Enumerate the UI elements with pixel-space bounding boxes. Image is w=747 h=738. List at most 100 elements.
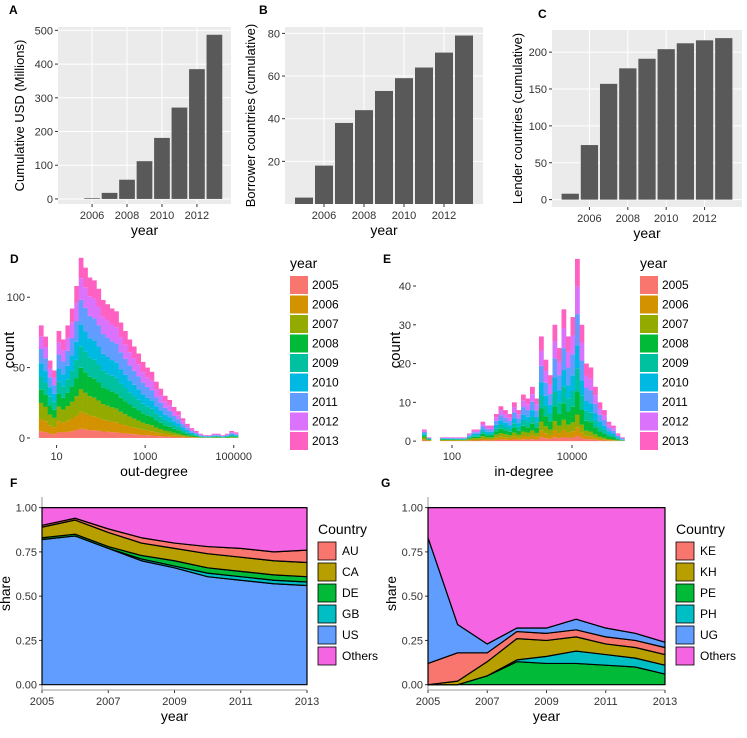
legend-label-2009: 2009	[312, 356, 339, 370]
hist-bin-28-2008	[548, 421, 553, 430]
hist-bin-27-2006	[543, 433, 549, 439]
hist-bin-39-2012	[597, 408, 603, 415]
hist-bin-18-2010	[118, 369, 124, 384]
hist-bin-28-2007	[162, 430, 168, 435]
hist-bin-13-2009	[480, 431, 486, 434]
hist-bin-4-2005	[56, 432, 62, 438]
hist-bin-43-2010	[229, 434, 235, 436]
hist-bin-6-2007	[65, 406, 71, 421]
legend-swatch-2007	[290, 315, 308, 333]
hist-bin-17-2005	[114, 432, 119, 438]
hist-bin-36-2007	[584, 430, 589, 436]
hist-bin-28-2007	[548, 429, 553, 435]
hist-bin-5-2011	[444, 438, 450, 439]
hist-bin-14-2005	[485, 440, 490, 442]
hist-bin-36-2009	[198, 436, 204, 437]
hist-bin-35-2009	[193, 435, 199, 437]
legend-title: year	[290, 255, 318, 271]
hist-bin-18-2010	[503, 422, 508, 427]
hist-bin-0-2005	[38, 431, 44, 438]
x-tick-label: 1000	[133, 451, 157, 463]
bar-2009	[375, 90, 393, 204]
hist-bin-15-2010	[105, 356, 111, 374]
hist-bin-9-2011	[462, 438, 468, 439]
hist-bin-1-2007	[426, 439, 432, 441]
hist-bin-15-2008	[105, 389, 111, 406]
hist-bin-24-2009	[530, 416, 535, 424]
hist-bin-20-2013	[512, 402, 517, 408]
legend-swatch-2013	[290, 432, 308, 450]
hist-bin-34-2006	[575, 427, 580, 436]
hist-bin-20-2007	[127, 416, 133, 427]
hist-bin-20-2010	[512, 418, 517, 424]
hist-bin-2-2007	[47, 414, 53, 426]
hist-bin-31-2009	[561, 386, 567, 404]
hist-bin-18-2005	[503, 439, 508, 442]
hist-bin-6-2010	[65, 365, 71, 380]
hist-bin-11-2007	[87, 396, 93, 416]
hist-bin-18-2013	[118, 322, 124, 338]
hist-bin-19-2008	[123, 401, 128, 415]
hist-bin-7-2011	[453, 438, 459, 439]
hist-bin-36-2010	[198, 435, 204, 437]
hist-bin-22-2007	[521, 431, 526, 436]
hist-bin-27-2005	[158, 436, 164, 438]
hist-bin-36-2012	[198, 434, 204, 436]
hist-bin-16-2007	[109, 407, 115, 422]
hist-bin-33-2011	[185, 428, 190, 431]
x-tick-label: 2008	[352, 210, 376, 222]
hist-bin-17-2013	[114, 311, 119, 328]
y-tick-label: 0.00	[402, 680, 423, 692]
hist-bin-29-2013	[167, 399, 173, 406]
hist-bin-12-2007	[92, 397, 97, 417]
y-tick-label: 400	[35, 59, 53, 71]
hist-bin-34-2013	[575, 258, 580, 287]
hist-bin-26-2009	[539, 395, 544, 409]
hist-bin-35-2012	[193, 431, 199, 434]
hist-bin-3-2010	[52, 393, 57, 402]
hist-bin-12-2012	[476, 430, 481, 433]
hist-bin-20-2010	[127, 380, 133, 393]
hist-bin-8-2009	[74, 359, 80, 379]
hist-bin-25-2013	[534, 398, 540, 405]
hist-bin-1-2012	[43, 346, 49, 359]
legend: year 2005 2006 2007 2008 2009 2010 2011 2012 2013	[640, 255, 689, 450]
hist-bin-22-2005	[521, 439, 526, 442]
hist-bin-21-2009	[516, 426, 522, 431]
hist-bin-42-2011	[611, 430, 616, 434]
hist-bin-9-2009	[78, 346, 84, 368]
hist-bin-16-2009	[109, 375, 115, 392]
hist-bin-33-2012	[185, 425, 190, 429]
legend-label-UG: UG	[700, 628, 718, 642]
hist-bin-23-2007	[140, 422, 146, 430]
hist-bin-27-2008	[543, 416, 549, 427]
hist-bin-26-2006	[539, 430, 544, 438]
hist-bin-39-2013	[597, 402, 603, 409]
legend-title: Country	[676, 521, 725, 537]
hist-bin-27-2005	[543, 438, 549, 442]
hist-bin-44-2013	[233, 432, 239, 434]
hist-bin-27-2009	[543, 405, 549, 417]
hist-bin-22-2005	[136, 434, 142, 438]
hist-bin-39-2006	[597, 438, 603, 441]
hist-bin-19-2005	[123, 433, 128, 438]
hist-bin-19-2011	[507, 421, 513, 426]
hist-bin-40-2011	[216, 435, 221, 436]
hist-bin-34-2010	[189, 432, 195, 435]
hist-bin-17-2011	[498, 415, 504, 421]
hist-bin-44-2009	[620, 439, 625, 441]
hist-bin-33-2010	[185, 430, 190, 433]
legend-swatch-2010	[640, 373, 658, 392]
hist-bin-29-2008	[552, 406, 558, 422]
legend-swatch-2006	[290, 295, 308, 314]
hist-bin-25-2007	[149, 425, 155, 432]
legend-swatch-Others	[675, 646, 695, 666]
hist-bin-26-2010	[154, 406, 159, 414]
hist-bin-2-2010	[47, 387, 53, 397]
hist-bin-20-2005	[127, 433, 133, 438]
hist-bin-33-2011	[570, 354, 576, 376]
hist-bin-13-2007	[96, 400, 102, 418]
hist-bin-0-2013	[38, 325, 44, 337]
hist-bin-10-2008	[467, 438, 472, 440]
hist-bin-34-2013	[189, 428, 195, 430]
